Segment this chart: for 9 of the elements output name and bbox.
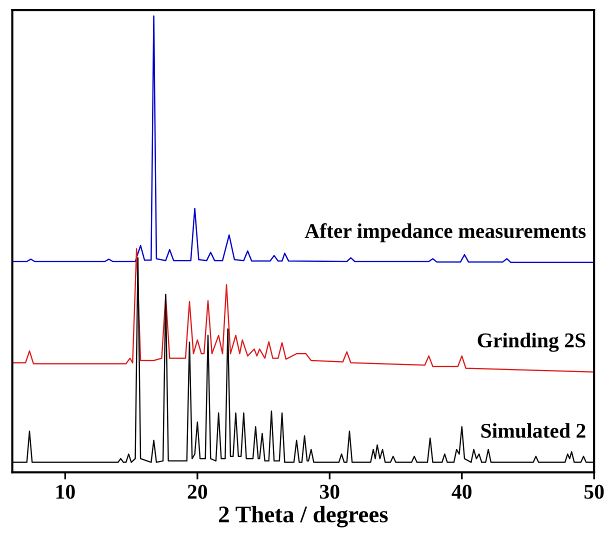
x-tick-label: 40 — [452, 484, 472, 499]
x-tick-label: 30 — [320, 484, 340, 499]
x-tick-label: 50 — [584, 484, 604, 499]
series-label: Grinding 2S — [478, 332, 586, 352]
x-tick-label: 20 — [188, 484, 208, 499]
x-tick-label: 10 — [56, 484, 75, 499]
x-axis-title: 2 Theta / degrees — [219, 506, 388, 528]
series-label: Simulated 2 — [481, 423, 586, 438]
series-label: After impedance measurements — [304, 223, 586, 242]
